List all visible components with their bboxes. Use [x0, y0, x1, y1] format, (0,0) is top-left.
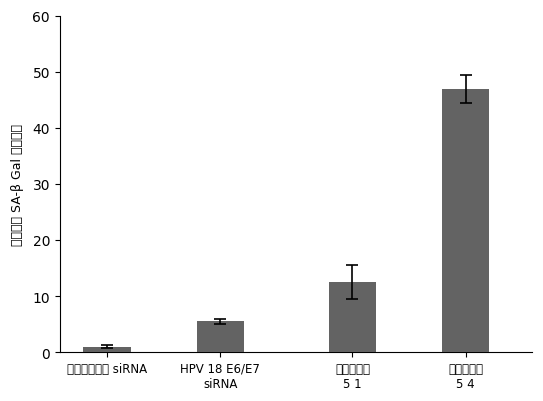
Bar	[197, 322, 244, 352]
Y-axis label: 相対的な SA-β Gal 陽性細胞: 相対的な SA-β Gal 陽性細胞	[11, 124, 24, 245]
Bar	[329, 282, 376, 352]
Bar	[84, 347, 131, 352]
Bar	[442, 89, 489, 352]
